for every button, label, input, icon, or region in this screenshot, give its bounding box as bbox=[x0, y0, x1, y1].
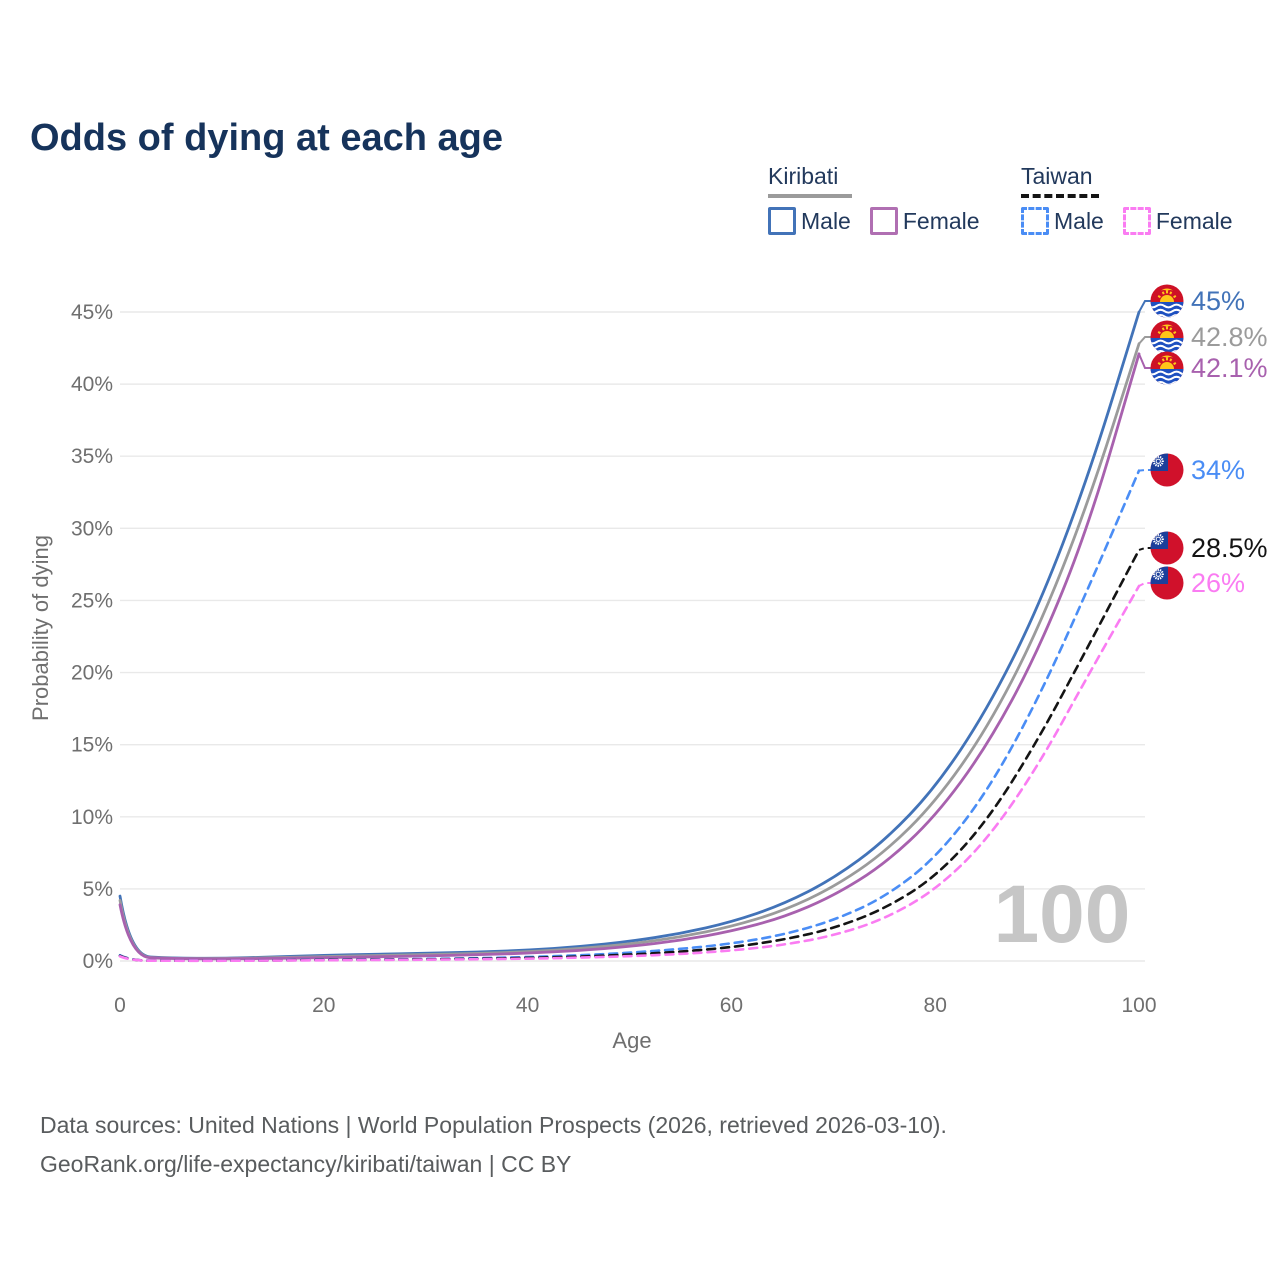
end-label-kiribati-both-sexes: 42.8% bbox=[1191, 322, 1268, 352]
legend-swatch-kiribati-female bbox=[869, 207, 898, 235]
x-axis-title: Age bbox=[612, 1028, 651, 1053]
x-tick-label: 60 bbox=[720, 994, 743, 1017]
series-end-labels: 45% 42.8%42.1% 34% 28.5% 26% bbox=[1191, 286, 1268, 598]
gridlines bbox=[120, 311, 1145, 962]
y-tick-label: 0% bbox=[83, 950, 113, 973]
taiwan-flag-icon bbox=[1150, 531, 1184, 565]
x-axis-tick-labels: 0 20 40 60 80 100 bbox=[114, 994, 1156, 1017]
legend-swatch-taiwan-female bbox=[1122, 207, 1151, 235]
legend-swatch-kiribati-male bbox=[768, 207, 796, 235]
flag-icons bbox=[1150, 284, 1184, 600]
legend-group-taiwan: Taiwan Male Female bbox=[1021, 163, 1252, 235]
end-label-taiwan-male: 34% bbox=[1191, 455, 1245, 485]
series-line-taiwan-both-sexes bbox=[118, 548, 1141, 963]
legend-label-kiribati-female: Female bbox=[902, 207, 980, 234]
legend-group-kiribati: Kiribati Male Female bbox=[768, 163, 999, 235]
series-lines bbox=[118, 310, 1141, 963]
leader-line bbox=[1138, 547, 1151, 551]
end-label-leader-lines bbox=[1138, 300, 1151, 587]
leader-line bbox=[1138, 300, 1151, 313]
legend-label-taiwan-male: Male bbox=[1054, 207, 1104, 234]
y-tick-label: 30% bbox=[71, 517, 113, 540]
legend-label-taiwan-female: Female bbox=[1155, 207, 1233, 234]
y-axis-title: Probability of dying bbox=[28, 535, 53, 721]
series-line-kiribati-both-sexes bbox=[118, 342, 1141, 960]
leader-line bbox=[1138, 336, 1151, 345]
y-tick-label: 35% bbox=[71, 445, 113, 468]
series-line-kiribati-female bbox=[118, 352, 1141, 961]
x-tick-label: 0 bbox=[114, 994, 126, 1017]
y-tick-label: 45% bbox=[71, 301, 113, 324]
end-label-taiwan-female: 26% bbox=[1191, 568, 1245, 598]
y-tick-label: 25% bbox=[71, 589, 113, 612]
legend-title-taiwan: Taiwan bbox=[1021, 163, 1099, 198]
y-axis-tick-labels: 0% 5% 10% 15% 20% 25% 30% 35% 40% 45% bbox=[71, 301, 113, 973]
age-watermark: 100 bbox=[994, 869, 1131, 960]
y-tick-label: 20% bbox=[71, 662, 113, 685]
x-tick-label: 100 bbox=[1121, 994, 1156, 1017]
footer-data-sources: Data sources: United Nations | World Pop… bbox=[40, 1112, 947, 1138]
series-line-taiwan-male bbox=[118, 469, 1141, 963]
footer-attribution: GeoRank.org/life-expectancy/kiribati/tai… bbox=[40, 1151, 572, 1177]
kiribati-flag-icon bbox=[1150, 284, 1184, 318]
legend-swatch-taiwan-male bbox=[1021, 207, 1049, 235]
leader-line bbox=[1138, 469, 1151, 472]
x-tick-label: 20 bbox=[312, 994, 335, 1017]
taiwan-flag-icon bbox=[1150, 453, 1184, 487]
y-tick-label: 5% bbox=[83, 878, 113, 901]
y-tick-label: 15% bbox=[71, 734, 113, 757]
legend-row-kiribati: Male Female bbox=[768, 207, 999, 235]
leader-line bbox=[1138, 353, 1151, 369]
legend-title-kiribati: Kiribati bbox=[768, 163, 852, 198]
series-line-taiwan-female bbox=[118, 584, 1141, 963]
end-label-kiribati-female: 42.1% bbox=[1191, 353, 1268, 383]
page-title: Odds of dying at each age bbox=[30, 117, 503, 160]
x-tick-label: 80 bbox=[924, 994, 947, 1017]
kiribati-flag-icon bbox=[1150, 320, 1184, 354]
end-label-taiwan-both-sexes: 28.5% bbox=[1191, 533, 1268, 563]
kiribati-flag-icon bbox=[1150, 351, 1184, 385]
series-line-kiribati-male bbox=[118, 310, 1141, 960]
y-tick-label: 10% bbox=[71, 806, 113, 829]
legend-row-taiwan: Male Female bbox=[1021, 207, 1252, 235]
x-tick-label: 40 bbox=[516, 994, 539, 1017]
end-label-kiribati-male: 45% bbox=[1191, 286, 1245, 316]
taiwan-flag-icon bbox=[1150, 566, 1184, 600]
legend-label-kiribati-male: Male bbox=[801, 207, 851, 234]
y-tick-label: 40% bbox=[71, 373, 113, 396]
leader-line bbox=[1138, 582, 1151, 587]
footer: Data sources: United Nations | World Pop… bbox=[40, 1106, 947, 1184]
